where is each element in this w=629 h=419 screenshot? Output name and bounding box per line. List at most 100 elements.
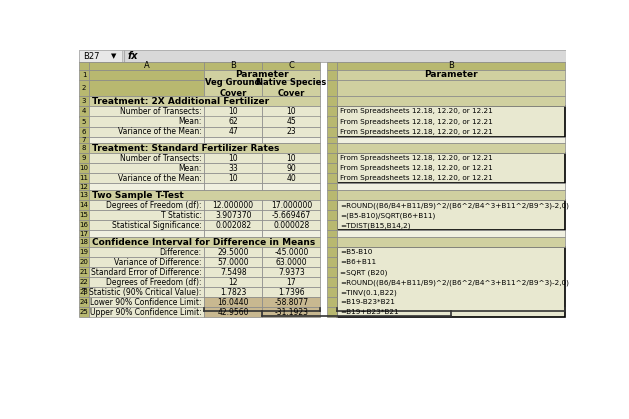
Bar xyxy=(338,247,565,318)
Bar xyxy=(79,210,89,220)
Bar xyxy=(79,190,89,200)
Bar xyxy=(338,238,565,247)
Bar xyxy=(338,153,565,184)
Bar xyxy=(326,257,338,267)
Bar xyxy=(89,62,204,70)
Bar xyxy=(89,308,204,318)
Bar xyxy=(262,116,320,127)
Bar xyxy=(89,277,204,287)
Text: 7: 7 xyxy=(82,137,86,143)
Bar xyxy=(262,80,320,96)
Text: From Spreadsheets 12.18, 12.20, or 12.21: From Spreadsheets 12.18, 12.20, or 12.21 xyxy=(340,155,493,161)
Text: 11: 11 xyxy=(79,176,89,181)
Text: 1: 1 xyxy=(82,72,86,78)
Text: 8: 8 xyxy=(82,145,86,151)
Bar xyxy=(326,220,338,230)
Bar xyxy=(79,163,89,173)
Text: 18: 18 xyxy=(79,239,89,246)
Bar xyxy=(338,106,565,137)
Text: 19: 19 xyxy=(79,249,89,256)
Bar xyxy=(326,127,338,137)
Bar xyxy=(89,200,204,210)
Bar xyxy=(326,277,338,287)
Text: =TINV(0.1,B22): =TINV(0.1,B22) xyxy=(340,289,396,296)
Text: -58.8077: -58.8077 xyxy=(274,298,308,307)
Text: 57.0000: 57.0000 xyxy=(218,258,249,267)
Text: Upper 90% Confidence Limit:: Upper 90% Confidence Limit: xyxy=(90,308,202,317)
Text: Degrees of Freedom (df):: Degrees of Freedom (df): xyxy=(106,201,202,210)
Text: 15: 15 xyxy=(80,212,89,218)
Text: 1.7396: 1.7396 xyxy=(278,288,304,297)
Bar xyxy=(262,297,320,308)
Bar xyxy=(79,173,89,184)
Text: 16.0440: 16.0440 xyxy=(218,298,249,307)
Bar xyxy=(89,153,204,163)
Bar xyxy=(89,297,204,308)
Bar xyxy=(338,190,565,200)
Text: =SQRT (B20): =SQRT (B20) xyxy=(340,269,387,276)
Bar xyxy=(326,106,338,116)
Bar xyxy=(338,62,565,70)
Text: 12: 12 xyxy=(80,184,89,190)
Text: ▼: ▼ xyxy=(111,53,116,59)
Text: 13: 13 xyxy=(79,192,89,199)
Text: Number of Transects:: Number of Transects: xyxy=(120,107,202,116)
Bar xyxy=(338,80,565,96)
Text: 17: 17 xyxy=(287,278,296,287)
Text: 0.002082: 0.002082 xyxy=(215,221,252,230)
Bar xyxy=(326,116,338,127)
Bar xyxy=(89,163,204,173)
Bar xyxy=(326,163,338,173)
Bar xyxy=(204,80,262,96)
Bar xyxy=(262,173,320,184)
Bar xyxy=(89,247,204,257)
Text: 90: 90 xyxy=(286,164,296,173)
Bar xyxy=(326,62,338,70)
Bar xyxy=(338,230,565,238)
Bar xyxy=(89,220,204,230)
Bar xyxy=(262,287,320,297)
Text: Mean:: Mean: xyxy=(179,117,202,126)
Bar xyxy=(79,200,89,210)
Text: Mean:: Mean: xyxy=(179,164,202,173)
Bar xyxy=(89,70,204,80)
Bar xyxy=(79,220,89,230)
Bar xyxy=(89,238,320,247)
Bar xyxy=(204,267,262,277)
Text: =B6+B11: =B6+B11 xyxy=(340,259,376,265)
Text: Two Sample T-Test: Two Sample T-Test xyxy=(92,191,184,200)
Text: 1.7823: 1.7823 xyxy=(220,288,247,297)
Text: 22: 22 xyxy=(80,279,89,285)
Bar xyxy=(338,70,565,80)
Text: 7.5498: 7.5498 xyxy=(220,268,247,277)
Bar xyxy=(79,287,89,297)
Text: From Spreadsheets 12.18, 12.20, or 12.21: From Spreadsheets 12.18, 12.20, or 12.21 xyxy=(340,166,493,171)
Text: 9: 9 xyxy=(82,155,86,161)
Bar xyxy=(204,220,262,230)
Text: 63.0000: 63.0000 xyxy=(276,258,307,267)
Text: T Statistic:: T Statistic: xyxy=(161,211,202,220)
Text: 45: 45 xyxy=(286,117,296,126)
Bar xyxy=(262,127,320,137)
Text: =B5-B10: =B5-B10 xyxy=(340,249,372,256)
Text: Statistical Significance:: Statistical Significance: xyxy=(112,221,202,230)
Bar xyxy=(79,50,566,62)
Text: Veg Ground
Cover: Veg Ground Cover xyxy=(206,78,261,98)
Text: Variance of the Mean:: Variance of the Mean: xyxy=(118,174,202,183)
Bar xyxy=(89,143,320,153)
Text: =TDIST(B15,B14,2): =TDIST(B15,B14,2) xyxy=(340,222,410,229)
Text: 5: 5 xyxy=(82,119,86,124)
Text: 20: 20 xyxy=(80,259,89,265)
Bar xyxy=(262,184,320,190)
Text: Parameter: Parameter xyxy=(235,70,289,79)
Bar xyxy=(262,210,320,220)
Bar xyxy=(204,308,262,318)
Text: 10: 10 xyxy=(287,107,296,116)
Text: 7.9373: 7.9373 xyxy=(278,268,304,277)
Bar xyxy=(326,190,338,200)
Text: From Spreadsheets 12.18, 12.20, or 12.21: From Spreadsheets 12.18, 12.20, or 12.21 xyxy=(340,129,493,134)
Text: 10: 10 xyxy=(228,174,238,183)
Bar xyxy=(79,116,89,127)
Text: 10: 10 xyxy=(287,154,296,163)
Text: 62: 62 xyxy=(228,117,238,126)
